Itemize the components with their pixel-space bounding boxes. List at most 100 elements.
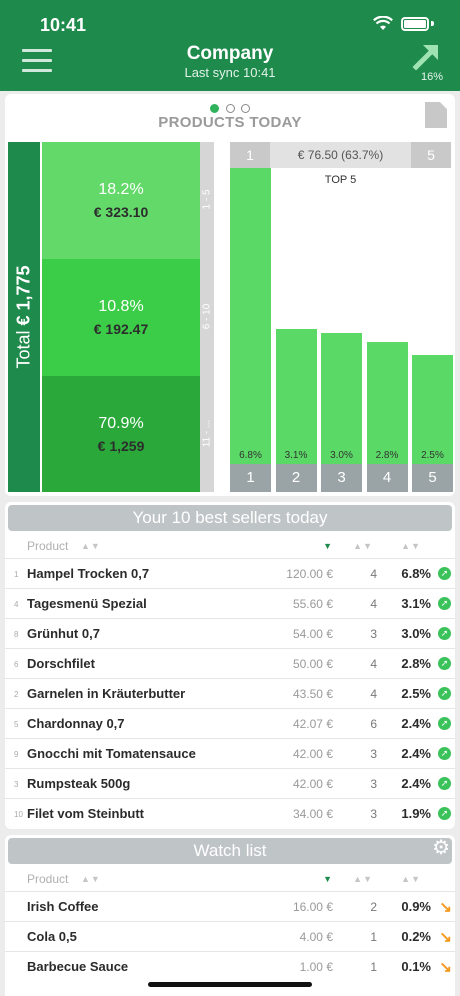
segment-top-1-5[interactable]: 18.2% € 323.10: [42, 142, 200, 259]
home-indicator[interactable]: [148, 982, 312, 987]
arrow-up-right-icon: ➚: [438, 777, 451, 790]
list-item[interactable]: 1 Hampel Trocken 0,7 120.00 € 4 6.8% ➚: [5, 558, 455, 588]
list-item[interactable]: Barbecue Sauce 1.00 € 1 0.1% ↘: [5, 951, 455, 981]
document-icon[interactable]: [425, 102, 447, 128]
page-title: Company: [186, 43, 274, 64]
best-sellers-title: Your 10 best sellers today: [8, 505, 452, 531]
row-quantity: 4: [370, 597, 377, 611]
row-rank: 9: [14, 750, 19, 759]
row-quantity: 1: [370, 930, 377, 944]
list-item[interactable]: 4 Tagesmenü Spezial 55.60 € 4 3.1% ➚: [5, 588, 455, 618]
bar-value-label: 2.8%: [375, 450, 399, 461]
row-percent: 2.4%: [401, 746, 431, 761]
top5-header: 1 € 76.50 (63.7%) 5: [230, 142, 451, 168]
battery-icon: [401, 16, 429, 31]
top5-bar[interactable]: 3.1%: [275, 329, 317, 464]
watch-list-title: Watch list: [8, 838, 452, 864]
top5-summary: € 76.50 (63.7%): [297, 148, 384, 162]
row-price: 42.00 €: [292, 747, 333, 761]
top5-range-end[interactable]: 5: [411, 142, 451, 168]
page-indicator[interactable]: [5, 100, 455, 118]
list-item[interactable]: Cola 0,5 4.00 € 1 0.2% ↘: [5, 921, 455, 951]
total-bar: Total € 1,775: [8, 142, 40, 492]
arrow-up-right-icon: ➚: [438, 717, 451, 730]
axis-rank-label: 2: [275, 464, 317, 492]
list-item[interactable]: 9 Gnocchi mit Tomatensauce 42.00 € 3 2.4% ➚: [5, 738, 455, 768]
row-quantity: 3: [370, 747, 377, 761]
sort-qty-icon[interactable]: ▲▼: [353, 541, 373, 551]
sort-pct-icon[interactable]: ▲▼: [401, 874, 421, 884]
arrow-up-right-icon: ➚: [438, 627, 451, 640]
row-price: 42.00 €: [292, 777, 333, 791]
row-quantity: 6: [370, 717, 377, 731]
axis-rank-label: 5: [412, 464, 453, 492]
sort-product-icon[interactable]: ▲▼: [81, 874, 101, 884]
product-name: Cola 0,5: [27, 929, 77, 944]
range-label-1: 1 - 5: [201, 189, 213, 210]
col-product[interactable]: Product: [27, 872, 69, 886]
product-name: Filet vom Steinbutt: [27, 806, 144, 821]
sort-product-icon[interactable]: ▲▼: [81, 541, 101, 551]
product-name: Barbecue Sauce: [27, 959, 129, 974]
battery-tip: [431, 21, 434, 26]
top5-bar[interactable]: 2.5%: [412, 355, 453, 464]
top5-bar[interactable]: 3.0%: [321, 333, 362, 464]
list-item[interactable]: 10 Filet vom Steinbutt 34.00 € 3 1.9% ➚: [5, 798, 455, 828]
row-quantity: 4: [370, 687, 377, 701]
product-name: Irish Coffee: [27, 899, 99, 914]
list-item[interactable]: 6 Dorschfilet 50.00 € 4 2.8% ➚: [5, 648, 455, 678]
range-label-2: 6 - 10: [201, 303, 213, 330]
row-quantity: 4: [370, 657, 377, 671]
last-sync-label: Last sync 10:41: [184, 65, 276, 80]
top5-bar[interactable]: 6.8%: [230, 168, 271, 464]
row-rank: 1: [14, 570, 19, 579]
sort-qty-icon[interactable]: ▲▼: [353, 874, 373, 884]
list-item[interactable]: 5 Chardonnay 0,7 42.07 € 6 2.4% ➚: [5, 708, 455, 738]
row-percent: 1.9%: [401, 806, 431, 821]
col-product[interactable]: Product: [27, 539, 69, 553]
product-name: Chardonnay 0,7: [27, 716, 125, 731]
page-dot-1[interactable]: [210, 104, 220, 113]
segment-rest[interactable]: 70.9% € 1,259: [42, 376, 200, 492]
row-price: 1.00 €: [299, 960, 333, 974]
sort-price-icon[interactable]: ▼: [323, 541, 333, 551]
row-price: 16.00 €: [292, 900, 333, 914]
best-sellers-card: Your 10 best sellers today Product ▲▼ ▼ …: [5, 502, 455, 829]
row-quantity: 3: [370, 807, 377, 821]
arrow-up-right-icon: ➚: [438, 597, 451, 610]
row-percent: 2.5%: [401, 686, 431, 701]
list-item[interactable]: 8 Grünhut 0,7 54.00 € 3 3.0% ➚: [5, 618, 455, 648]
column-header: Product ▲▼ ▼ ▲▼ ▲▼: [5, 867, 455, 891]
trend-percent: 16%: [420, 71, 443, 83]
list-item[interactable]: 2 Garnelen in Kräuterbutter 43.50 € 4 2.5% ➚: [5, 678, 455, 708]
row-price: 50.00 €: [292, 657, 333, 671]
segment-top-6-10[interactable]: 10.8% € 192.47: [42, 259, 200, 376]
row-price: 4.00 €: [299, 930, 333, 944]
row-percent: 0.2%: [401, 929, 431, 944]
axis-rank-label: 1: [230, 464, 271, 492]
row-percent: 3.1%: [401, 596, 431, 611]
row-rank: 6: [14, 660, 19, 669]
top5-bar[interactable]: 2.8%: [366, 342, 408, 464]
row-rank: 2: [14, 690, 19, 699]
product-name: Dorschfilet: [27, 656, 95, 671]
arrow-up-right-icon: ➚: [438, 687, 451, 700]
arrow-down-right-icon: ↘: [439, 959, 452, 976]
arrow-up-right-icon: ➚: [438, 807, 451, 820]
page-dot-2[interactable]: [225, 104, 235, 113]
page-dot-3[interactable]: [240, 104, 250, 113]
gear-icon[interactable]: ⚙: [432, 837, 450, 859]
arrow-down-right-icon: ↘: [439, 899, 452, 916]
trend-up-arrow-icon[interactable]: [410, 42, 442, 82]
bar-value-label: 2.5%: [421, 450, 444, 461]
hamburger-menu-icon[interactable]: [22, 49, 52, 73]
list-item[interactable]: 3 Rumpsteak 500g 42.00 € 3 2.4% ➚: [5, 768, 455, 798]
sort-pct-icon[interactable]: ▲▼: [401, 541, 421, 551]
sort-price-icon[interactable]: ▼: [323, 874, 333, 884]
bar-value-label: 3.0%: [330, 450, 353, 461]
arrow-up-right-icon: ➚: [438, 567, 451, 580]
list-item[interactable]: Irish Coffee 16.00 € 2 0.9% ↘: [5, 891, 455, 921]
top5-range-start[interactable]: 1: [230, 142, 270, 168]
product-name: Garnelen in Kräuterbutter: [27, 686, 186, 701]
